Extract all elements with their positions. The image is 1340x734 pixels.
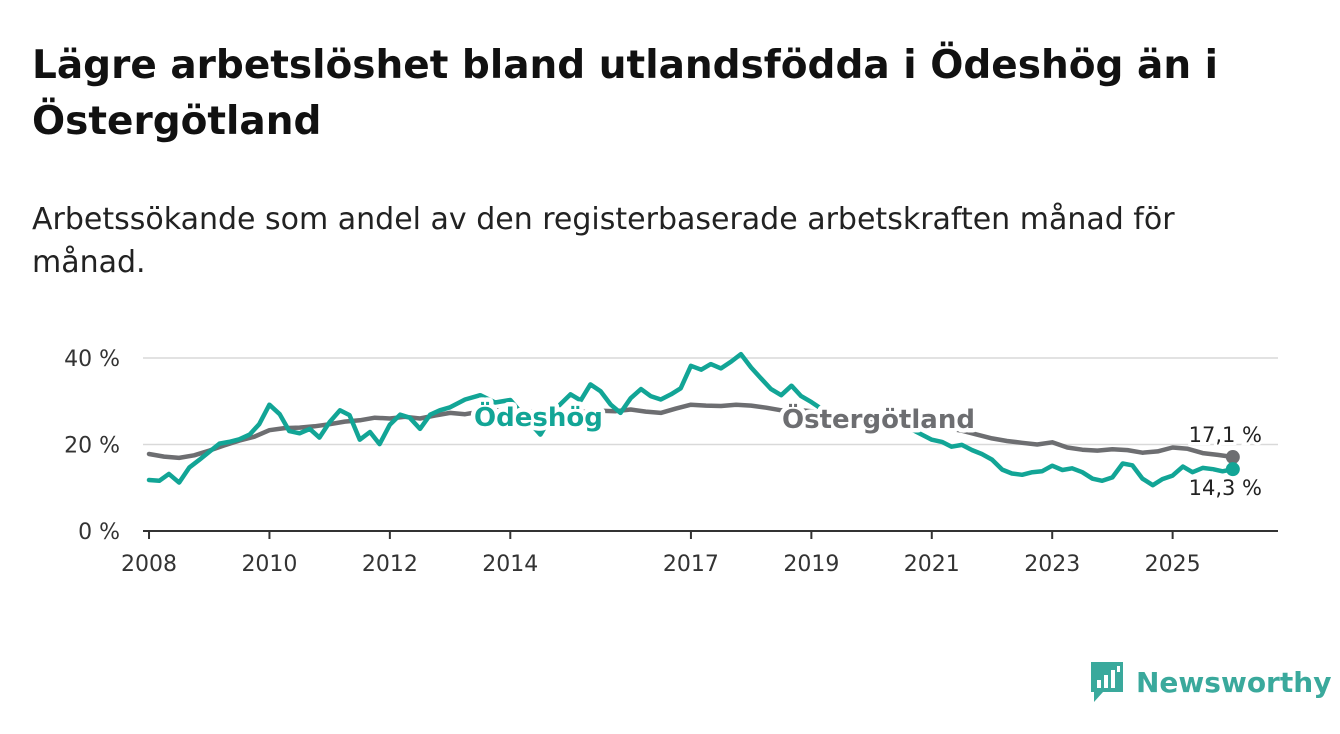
x-tick-label: 2014 <box>482 552 538 577</box>
x-tick-label: 2019 <box>783 552 839 577</box>
x-tick-label: 2008 <box>121 552 177 577</box>
labels: 0 % 20 % 40 % 2008 2010 2012 2014 2017 2019 2021 2… <box>64 347 1265 577</box>
x-tick-label: 2010 <box>241 552 297 577</box>
end-label-ostergotland: 17,1 % <box>1189 423 1262 447</box>
series-label-odeshog: Ödeshög <box>474 400 603 433</box>
end-point-odeshog <box>1225 462 1240 477</box>
line-chart: 0 % 20 % 40 % 2008 2010 2012 2014 2017 2019 2021 2… <box>64 347 1278 577</box>
brand-name: Newsworthy <box>1136 665 1332 699</box>
x-tick-label: 2023 <box>1024 552 1080 577</box>
y-tick-label: 40 % <box>64 347 120 372</box>
chart-subtitle: Arbetssökande som andel av den registerb… <box>32 202 1175 280</box>
y-tick-label: 0 % <box>78 520 120 545</box>
series-line-odeshog <box>146 351 1236 488</box>
series-lines <box>146 351 1240 488</box>
gridlines <box>143 357 1278 446</box>
x-tick-label: 2017 <box>663 552 719 577</box>
y-tick-label: 20 % <box>64 434 120 459</box>
newsworthy-brand: Newsworthy <box>1088 660 1331 704</box>
x-tick-label: 2025 <box>1145 552 1201 577</box>
axes <box>143 530 1278 539</box>
end-point-ostergotland <box>1225 450 1240 465</box>
series-label-ostergotland: Östergötland <box>782 402 975 435</box>
x-tick-label: 2021 <box>904 552 960 577</box>
chart-title: Lägre arbetslöshet bland utlandsfödda i … <box>32 43 1219 144</box>
x-tick-label: 2012 <box>362 552 418 577</box>
bar-chart-logo-icon <box>1091 662 1123 702</box>
end-label-odeshog: 14,3 % <box>1189 476 1262 500</box>
